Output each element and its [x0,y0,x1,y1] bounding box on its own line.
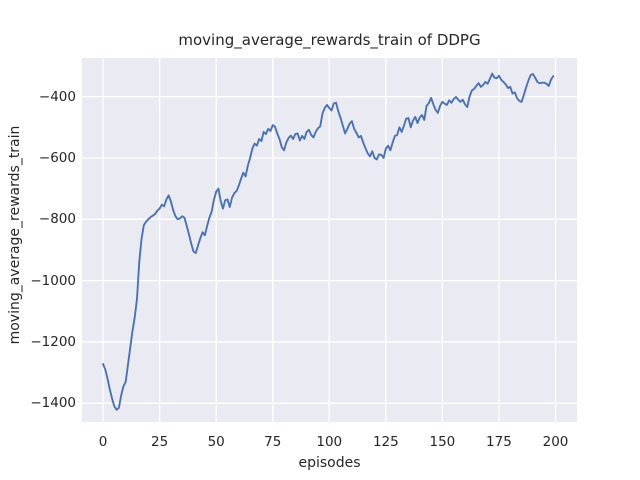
y-axis-tick-labels: −400 −600 −800 −1000 −1200 −1400 [6,0,76,480]
y-tick-label: −600 [38,149,76,166]
y-tick-label: −800 [38,211,76,228]
x-tick-label: 200 [542,434,569,450]
y-tick-label: −1200 [30,333,76,350]
x-tick-label: 100 [316,434,343,450]
y-tick-label: −400 [38,88,76,105]
y-axis-label-text: moving_average_rewards_train [7,125,23,345]
x-tick-label: 75 [264,434,282,450]
plot-title: moving_average_rewards_train of DDPG [178,31,481,49]
x-axis-label: episodes [298,455,361,471]
series-line [102,72,555,411]
y-tick-label: −1400 [30,395,76,412]
x-axis-tick-labels: 0 25 50 75 100 125 150 175 200 [82,434,577,452]
axes-area [82,58,577,422]
x-tick-label: 0 [98,434,108,450]
x-tick-label: 50 [207,434,225,450]
grid-and-series-svg [82,58,577,422]
x-tick-label: 125 [372,434,399,450]
y-tick-label: −1000 [30,272,76,289]
x-tick-label: 25 [151,434,169,450]
x-tick-label: 175 [486,434,512,450]
x-tick-label: 150 [429,434,456,450]
